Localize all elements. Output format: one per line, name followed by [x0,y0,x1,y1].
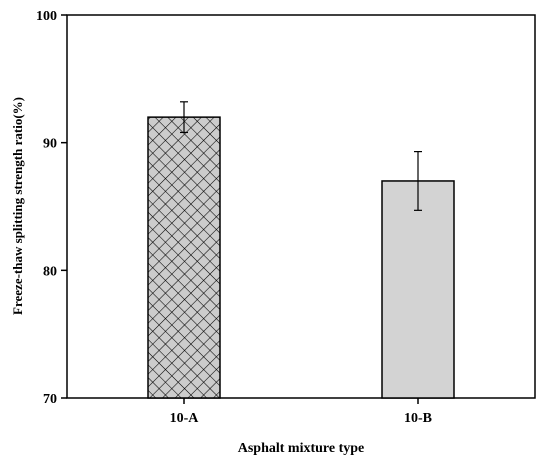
bar-10-B [381,180,455,399]
y-tick-label: 80 [43,264,57,279]
y-tick-label: 100 [36,9,57,24]
y-axis-label: Freeze-thaw splitting strength ratio(%) [10,97,25,315]
error-bar-10-A [180,101,188,134]
bar-10-A [147,116,221,399]
x-tick-label: 10-B [404,411,432,426]
x-axis-label: Asphalt mixture type [238,441,365,456]
plot-area-frame [66,14,536,399]
x-axis: 10-A 10-B [170,398,432,426]
error-bar-10-B [414,151,422,211]
bars-group [147,101,455,399]
x-tick-label: 10-A [170,411,200,426]
y-tick-label: 90 [43,137,57,152]
y-tick-label: 70 [43,392,57,407]
y-axis: 70 80 90 100 [36,9,67,407]
